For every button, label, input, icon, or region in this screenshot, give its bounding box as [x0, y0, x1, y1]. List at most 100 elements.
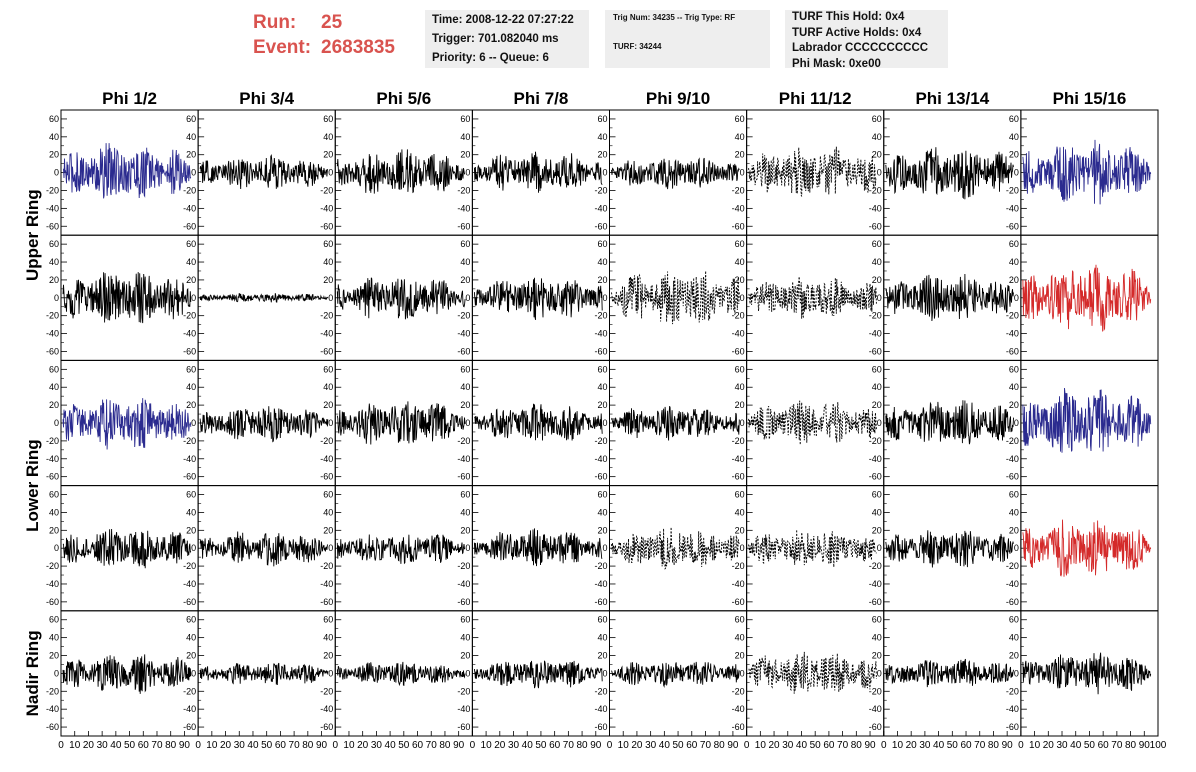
- y-tick-label: 60: [460, 239, 470, 249]
- y-tick-label: -40: [320, 579, 333, 589]
- y-tick-label: 0: [465, 168, 470, 178]
- y-tick-label: -20: [457, 185, 470, 195]
- trig-info-box: Trig Num: 34235 -- Trig Type: RF TURF: 3…: [605, 10, 770, 68]
- y-tick-label: -60: [594, 346, 607, 356]
- waveform-panel: -60 -40 -20 0 20 40 60: [457, 610, 610, 737]
- y-tick-label: 60: [186, 490, 196, 500]
- waveform-panel: -60 -40 -20 0 20 40 60: [183, 610, 336, 737]
- y-tick-label: -40: [320, 329, 333, 339]
- y-tick-label: -20: [183, 311, 196, 321]
- y-tick-label: 40: [186, 633, 196, 643]
- y-tick-label: 0: [191, 293, 196, 303]
- y-tick-label: -20: [594, 311, 607, 321]
- x-tick-label: 50: [673, 740, 685, 751]
- y-tick-label: -60: [869, 221, 882, 231]
- x-tick-label: 40: [247, 740, 259, 751]
- y-tick-label: 60: [49, 239, 59, 249]
- y-tick-label: 20: [49, 275, 59, 285]
- waveform-trace: [885, 273, 1014, 322]
- event-value: 2683835: [321, 37, 395, 58]
- waveform-panel: -60 -40 -20 0 20 40 60: [732, 610, 885, 737]
- x-tick-label: 80: [577, 740, 589, 751]
- x-tick-label: 80: [302, 740, 314, 751]
- x-tick-label: 70: [563, 740, 575, 751]
- x-tick-label: 30: [1056, 740, 1068, 751]
- row-title: Lower Ring: [23, 439, 42, 532]
- waveform-trace: [62, 528, 192, 569]
- y-tick-label: -20: [320, 686, 333, 696]
- y-tick-label: 0: [328, 543, 333, 553]
- y-tick-label: 20: [323, 275, 333, 285]
- waveform-panel: -60 -40 -20 0 20 40 60: [732, 234, 885, 361]
- waveform-panel: -60 -40 -20 0 20 40 60: [869, 485, 1022, 612]
- x-tick-label: 40: [385, 740, 397, 751]
- waveform-trace: [748, 529, 877, 568]
- y-tick-label: -40: [869, 704, 882, 714]
- x-tick-label: 0: [744, 740, 750, 751]
- y-tick-label: 0: [740, 168, 745, 178]
- y-tick-label: 0: [191, 543, 196, 553]
- y-tick-label: 0: [1014, 168, 1019, 178]
- waveform-trace: [748, 400, 877, 445]
- waveform-trace: [199, 406, 329, 443]
- y-tick-label: -40: [594, 579, 607, 589]
- waveform-trace: [473, 151, 603, 193]
- y-tick-label: 40: [735, 507, 745, 517]
- y-tick-label: 40: [735, 257, 745, 267]
- waveform-trace: [611, 527, 740, 570]
- x-tick-label: 80: [851, 740, 863, 751]
- y-tick-label: -40: [1006, 704, 1019, 714]
- y-tick-label: 40: [323, 132, 333, 142]
- y-tick-label: -20: [320, 436, 333, 446]
- row-title: Nadir Ring: [23, 630, 42, 716]
- waveform-trace: [62, 143, 192, 199]
- waveform-panel: -60 -40 -20 0 20 40 60: [594, 359, 748, 487]
- turf-text: TURF: 34244: [613, 42, 662, 51]
- y-tick-label: -20: [732, 436, 745, 446]
- y-tick-label: 0: [602, 668, 607, 678]
- x-tick-label: 20: [357, 740, 369, 751]
- x-tick-label: 20: [906, 740, 918, 751]
- x-tick-label: 50: [810, 740, 822, 751]
- y-tick-label: -20: [320, 311, 333, 321]
- y-tick-label: 0: [877, 293, 882, 303]
- y-tick-label: -40: [732, 329, 745, 339]
- x-tick-label: 20: [494, 740, 506, 751]
- waveform-trace: [199, 292, 329, 303]
- turf-active-text: TURF Active Holds: 0x4: [792, 26, 922, 39]
- y-tick-label: -60: [183, 346, 196, 356]
- x-tick-label: 10: [343, 740, 355, 751]
- y-tick-label: 40: [735, 132, 745, 142]
- y-tick-label: 20: [872, 275, 882, 285]
- y-tick-label: -20: [46, 185, 59, 195]
- y-tick-label: -60: [183, 472, 196, 482]
- waveform-panel: -60 -40 -20 0 20 40 60: [457, 359, 610, 487]
- waveform-trace: [611, 270, 740, 325]
- waveform-panel: -60 -40 -20 0 20 40 60: [869, 109, 1022, 236]
- y-tick-label: -60: [732, 472, 745, 482]
- y-tick-label: 40: [597, 257, 607, 267]
- y-tick-label: -20: [1006, 185, 1019, 195]
- y-tick-label: 40: [1009, 382, 1019, 392]
- labrador-text: Labrador CCCCCCCCCC: [792, 42, 929, 54]
- turf-info-box: TURF This Hold: 0x4 TURF Active Holds: 0…: [785, 10, 948, 70]
- y-tick-label: -60: [46, 346, 59, 356]
- x-tick-label: 70: [151, 740, 163, 751]
- y-tick-label: -20: [46, 561, 59, 571]
- waveform-panel: -60 -40 -20 0 20 40 60: [320, 359, 473, 487]
- x-tick-label: 50: [398, 740, 410, 751]
- y-tick-label: -60: [869, 597, 882, 607]
- y-tick-label: 60: [323, 615, 333, 625]
- y-tick-label: -20: [594, 185, 607, 195]
- event-label: Event:: [253, 37, 312, 58]
- y-tick-label: 40: [597, 382, 607, 392]
- y-tick-label: -40: [594, 203, 607, 213]
- waveform-trace: [473, 660, 603, 689]
- x-tick-label: 90: [864, 740, 876, 751]
- y-tick-label: 0: [191, 418, 196, 428]
- x-tick-label: 60: [823, 740, 835, 751]
- y-tick-label: 40: [460, 507, 470, 517]
- y-tick-label: 60: [735, 615, 745, 625]
- y-tick-label: 40: [1009, 132, 1019, 142]
- y-tick-label: 40: [186, 257, 196, 267]
